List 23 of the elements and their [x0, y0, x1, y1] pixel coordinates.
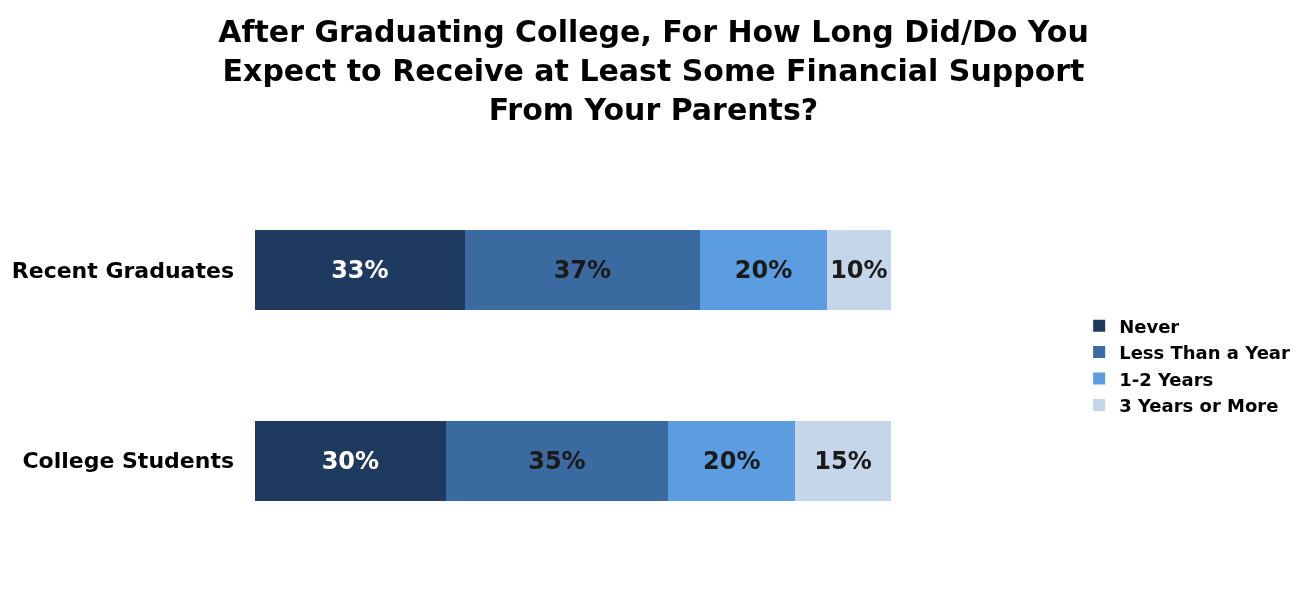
legend-label: 1-2 Years	[1119, 368, 1214, 390]
bar	[668, 420, 796, 501]
legend-label: Never	[1119, 315, 1180, 337]
bar	[464, 230, 700, 311]
data-label: 20%	[734, 256, 793, 285]
y-tick-label: Recent Graduates	[11, 257, 234, 283]
legend-label: Less Than a Year	[1119, 342, 1290, 364]
chart-title: After Graduating College, For How Long Did/Do You Expect to Receive at Least Some Financial Support From Your Parents?	[218, 13, 1089, 127]
data-label: 37%	[553, 256, 612, 285]
y-tick-label: College Students	[22, 448, 234, 474]
data-label: 35%	[528, 446, 586, 475]
data-label: 33%	[331, 256, 389, 285]
legend-label: 3 Years or More	[1119, 394, 1279, 416]
bar	[699, 230, 828, 311]
data-label: 10%	[830, 256, 888, 285]
bar	[255, 230, 465, 311]
data-label: 20%	[703, 446, 761, 475]
bar	[795, 420, 891, 501]
bar	[827, 230, 891, 311]
bar	[445, 420, 669, 501]
bar	[255, 420, 446, 501]
data-label: 15%	[814, 446, 872, 475]
data-label: 30%	[321, 446, 380, 475]
